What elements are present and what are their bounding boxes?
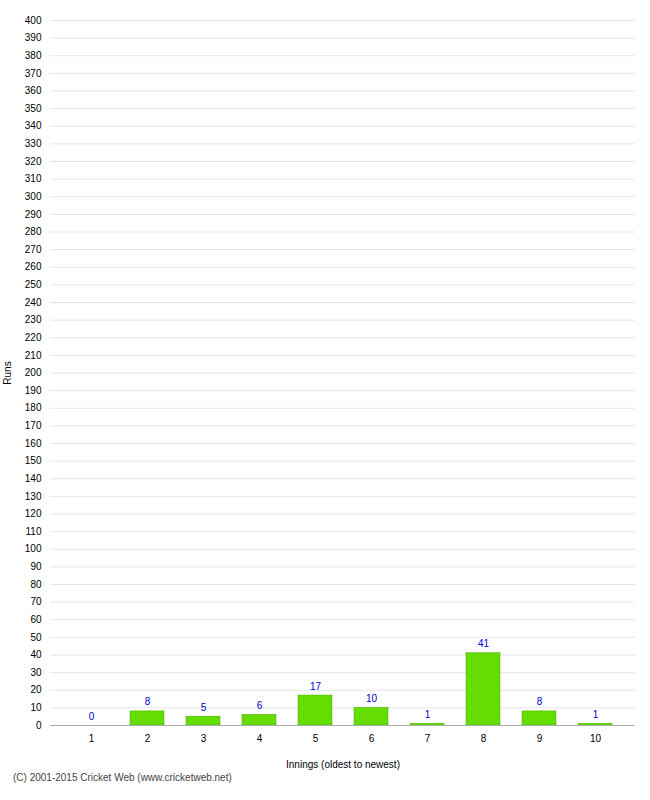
svg-text:2: 2 <box>145 733 151 744</box>
svg-text:180: 180 <box>25 402 42 413</box>
svg-text:260: 260 <box>25 261 42 272</box>
svg-text:280: 280 <box>25 226 42 237</box>
svg-text:130: 130 <box>25 491 42 502</box>
svg-text:270: 270 <box>25 244 42 255</box>
svg-text:380: 380 <box>25 50 42 61</box>
svg-text:1: 1 <box>593 709 599 720</box>
svg-text:70: 70 <box>30 596 42 607</box>
svg-text:1: 1 <box>89 733 95 744</box>
svg-text:310: 310 <box>25 173 42 184</box>
svg-text:250: 250 <box>25 279 42 290</box>
svg-text:6: 6 <box>257 700 263 711</box>
svg-text:50: 50 <box>30 632 42 643</box>
svg-text:140: 140 <box>25 473 42 484</box>
svg-text:80: 80 <box>30 579 42 590</box>
svg-text:41: 41 <box>478 638 490 649</box>
svg-text:17: 17 <box>310 681 322 692</box>
svg-text:220: 220 <box>25 332 42 343</box>
svg-text:170: 170 <box>25 420 42 431</box>
svg-text:10: 10 <box>30 702 42 713</box>
svg-text:8: 8 <box>537 696 543 707</box>
svg-text:10: 10 <box>366 693 378 704</box>
svg-text:200: 200 <box>25 367 42 378</box>
svg-text:3: 3 <box>201 733 207 744</box>
svg-text:230: 230 <box>25 314 42 325</box>
svg-text:150: 150 <box>25 455 42 466</box>
svg-text:190: 190 <box>25 385 42 396</box>
svg-text:240: 240 <box>25 297 42 308</box>
svg-text:400: 400 <box>25 15 42 26</box>
svg-text:330: 330 <box>25 138 42 149</box>
svg-text:8: 8 <box>145 696 151 707</box>
svg-text:300: 300 <box>25 191 42 202</box>
svg-text:4: 4 <box>257 733 263 744</box>
svg-text:390: 390 <box>25 32 42 43</box>
svg-text:0: 0 <box>36 720 42 731</box>
svg-text:90: 90 <box>30 561 42 572</box>
svg-text:1: 1 <box>425 709 431 720</box>
svg-text:7: 7 <box>425 733 431 744</box>
svg-text:5: 5 <box>201 702 207 713</box>
svg-text:320: 320 <box>25 156 42 167</box>
svg-text:10: 10 <box>590 733 602 744</box>
svg-text:9: 9 <box>537 733 543 744</box>
svg-text:290: 290 <box>25 209 42 220</box>
svg-text:60: 60 <box>30 614 42 625</box>
svg-text:110: 110 <box>26 526 42 537</box>
svg-text:100: 100 <box>25 543 42 554</box>
svg-text:340: 340 <box>25 120 42 131</box>
svg-text:350: 350 <box>25 103 42 114</box>
svg-text:5: 5 <box>313 733 319 744</box>
svg-text:8: 8 <box>481 733 487 744</box>
svg-text:30: 30 <box>30 667 42 678</box>
svg-text:210: 210 <box>25 350 42 361</box>
svg-text:120: 120 <box>25 508 42 519</box>
svg-text:Runs: Runs <box>2 361 13 384</box>
svg-text:6: 6 <box>369 733 375 744</box>
svg-text:160: 160 <box>25 438 42 449</box>
svg-text:40: 40 <box>30 649 42 660</box>
html-text:(C) 2001-2015 Cricket Web (www: (C) 2001-2015 Cricket Web (www.cricketwe… <box>13 772 232 783</box>
svg-text:20: 20 <box>30 684 42 695</box>
svg-text:0: 0 <box>89 711 95 722</box>
svg-text:Innings (oldest to newest): Innings (oldest to newest) <box>286 759 400 770</box>
svg-text:370: 370 <box>25 68 42 79</box>
svg-text:360: 360 <box>25 85 42 96</box>
